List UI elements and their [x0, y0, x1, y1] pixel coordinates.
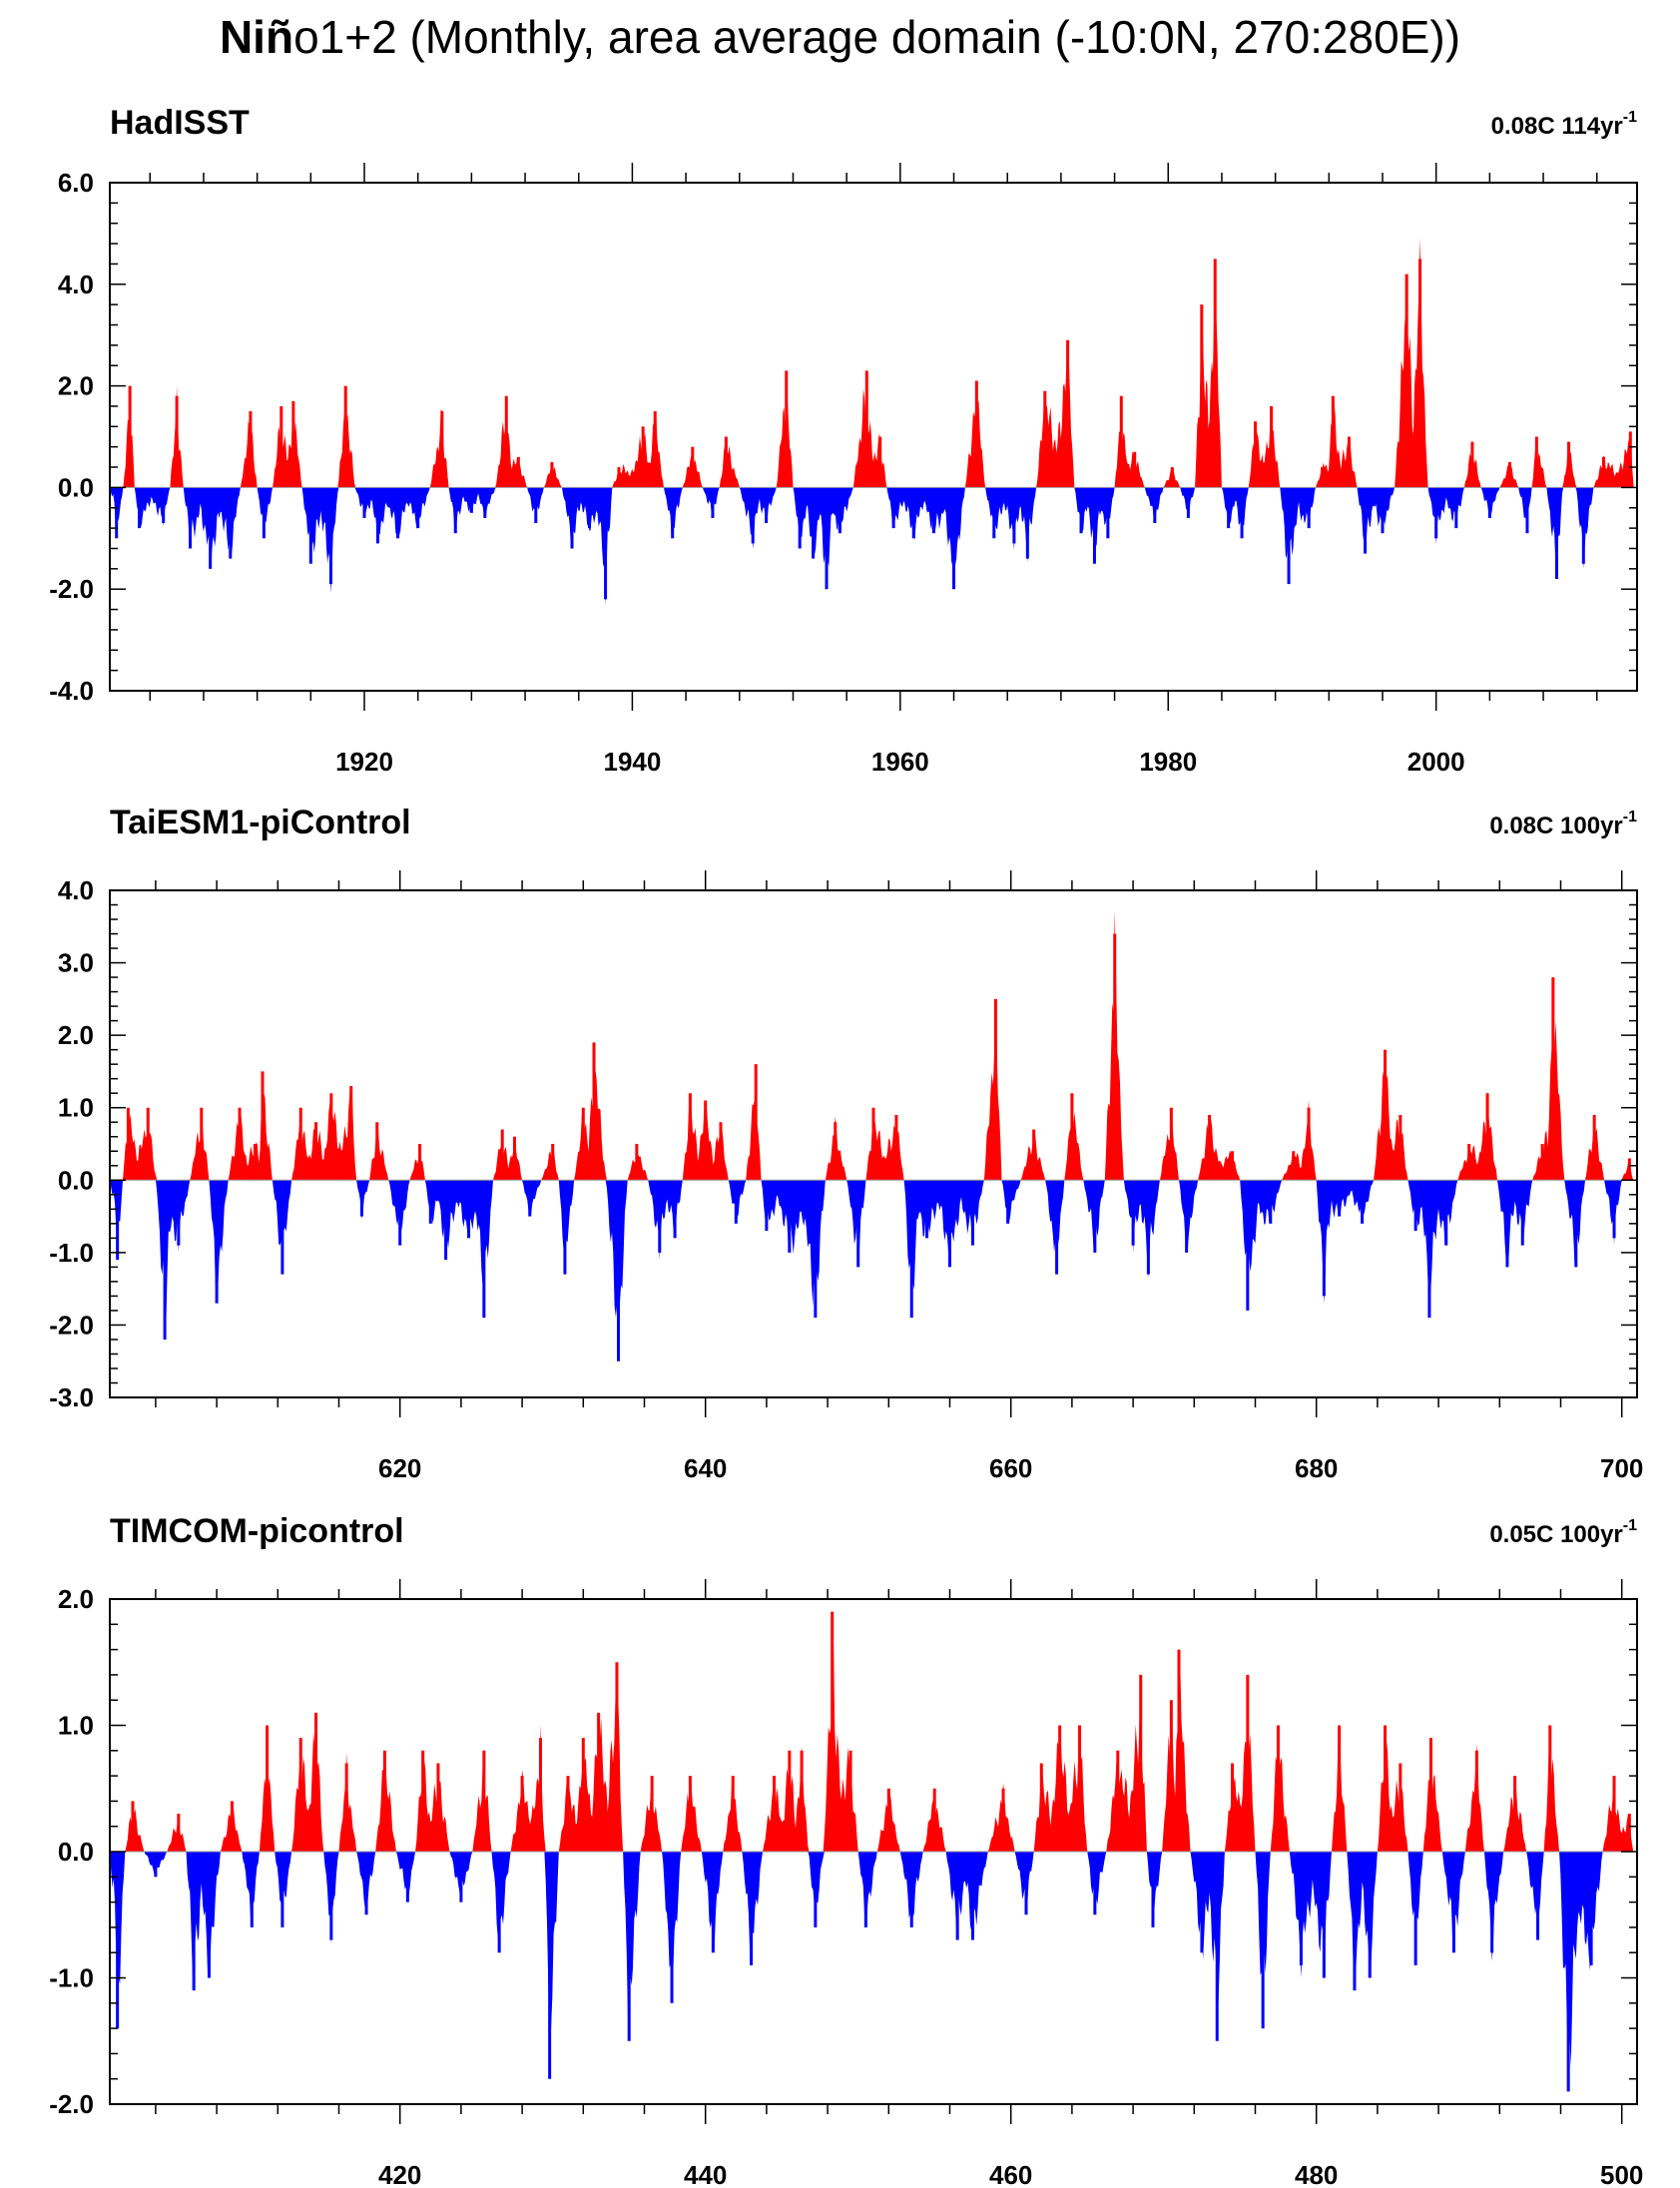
y-tick-label: 0.0 [58, 1165, 94, 1195]
y-tick-label: -2.0 [49, 2089, 94, 2119]
panel-3: TIMCOM-picontrol 0.05C 100yr-1 2.0 1.0 0.0 -1… [49, 1512, 1643, 2188]
y-tick-label: 6.0 [58, 168, 94, 198]
trend-label: 0.05C 100yr-1 [1489, 1517, 1637, 1548]
trend-label: 0.08C 100yr-1 [1489, 809, 1637, 839]
x-tick-label: 420 [378, 2160, 421, 2188]
figure-title-bold: Niñ [219, 11, 294, 63]
panel-title: HadISST [110, 104, 250, 142]
y-tick-label: -2.0 [49, 1310, 94, 1340]
plot-frame [109, 889, 1638, 1398]
trend-superscript: -1 [1623, 809, 1637, 825]
x-tick-label: 1940 [603, 747, 661, 777]
x-tick-label: 620 [378, 1453, 421, 1483]
figure-title-rest: o1+2 (Monthly, area average domain (-10:… [293, 11, 1461, 63]
y-tick-label: 1.0 [58, 1093, 94, 1123]
trend-superscript: -1 [1623, 109, 1637, 126]
x-tick-label: 500 [1600, 2160, 1643, 2188]
figure-title: Niño1+2 (Monthly, area average domain (-… [0, 10, 1680, 64]
x-tick-label: 440 [684, 2160, 727, 2188]
negative-anomaly-area [110, 1180, 1637, 1359]
x-tick-label: 640 [684, 1453, 727, 1483]
panel-title: TIMCOM-picontrol [110, 1512, 404, 1550]
y-tick-label: -4.0 [49, 676, 94, 706]
x-tick-label: 1920 [335, 747, 393, 777]
x-tick-label: 660 [989, 1453, 1032, 1483]
panel-1: HadISST 0.08C 114yr-1 6.0 4.0 2.0 0.0 -2.0 -4.0… [49, 104, 1638, 777]
x-tick-label: 460 [989, 2160, 1032, 2188]
trend-label: 0.08C 114yr-1 [1491, 109, 1637, 140]
y-tick-label: 1.0 [58, 1711, 94, 1741]
y-tick-label: -3.0 [49, 1382, 94, 1412]
y-tick-label: 0.0 [58, 1837, 94, 1867]
y-tick-label: 4.0 [58, 270, 94, 299]
x-tick-label: 2000 [1407, 747, 1465, 777]
positive-anomaly-area [110, 1613, 1637, 1852]
y-tick-label: 2.0 [58, 371, 94, 401]
y-tick-label: -1.0 [49, 1238, 94, 1268]
negative-anomaly-area [110, 1852, 1637, 2067]
x-tick-label: 680 [1295, 1453, 1338, 1483]
plot-frame [109, 182, 1638, 692]
x-tick-label: 700 [1600, 1453, 1643, 1483]
x-tick-label: 1980 [1139, 747, 1197, 777]
y-tick-label: -1.0 [49, 1963, 94, 1993]
negative-anomaly-area [110, 487, 1637, 606]
y-tick-label: 2.0 [58, 1584, 94, 1614]
x-tick-label: 1960 [871, 747, 929, 777]
y-tick-label: 2.0 [58, 1020, 94, 1050]
trend-text: 0.05C 100yr [1489, 1521, 1622, 1548]
panel-title: TaiESM1-piControl [110, 804, 411, 841]
x-tick-label: 480 [1295, 2160, 1338, 2188]
trend-text: 0.08C 114yr [1491, 113, 1623, 140]
panel-2: TaiESM1-piControl 0.08C 100yr-1 4.0 3.0 2.0 1… [49, 804, 1643, 1483]
y-tick-label: 0.0 [58, 472, 94, 502]
y-tick-label: 4.0 [58, 875, 94, 905]
y-tick-label: 3.0 [58, 948, 94, 978]
trend-text: 0.08C 100yr [1489, 813, 1622, 839]
trend-superscript: -1 [1623, 1517, 1637, 1534]
y-tick-label: -2.0 [49, 574, 94, 604]
